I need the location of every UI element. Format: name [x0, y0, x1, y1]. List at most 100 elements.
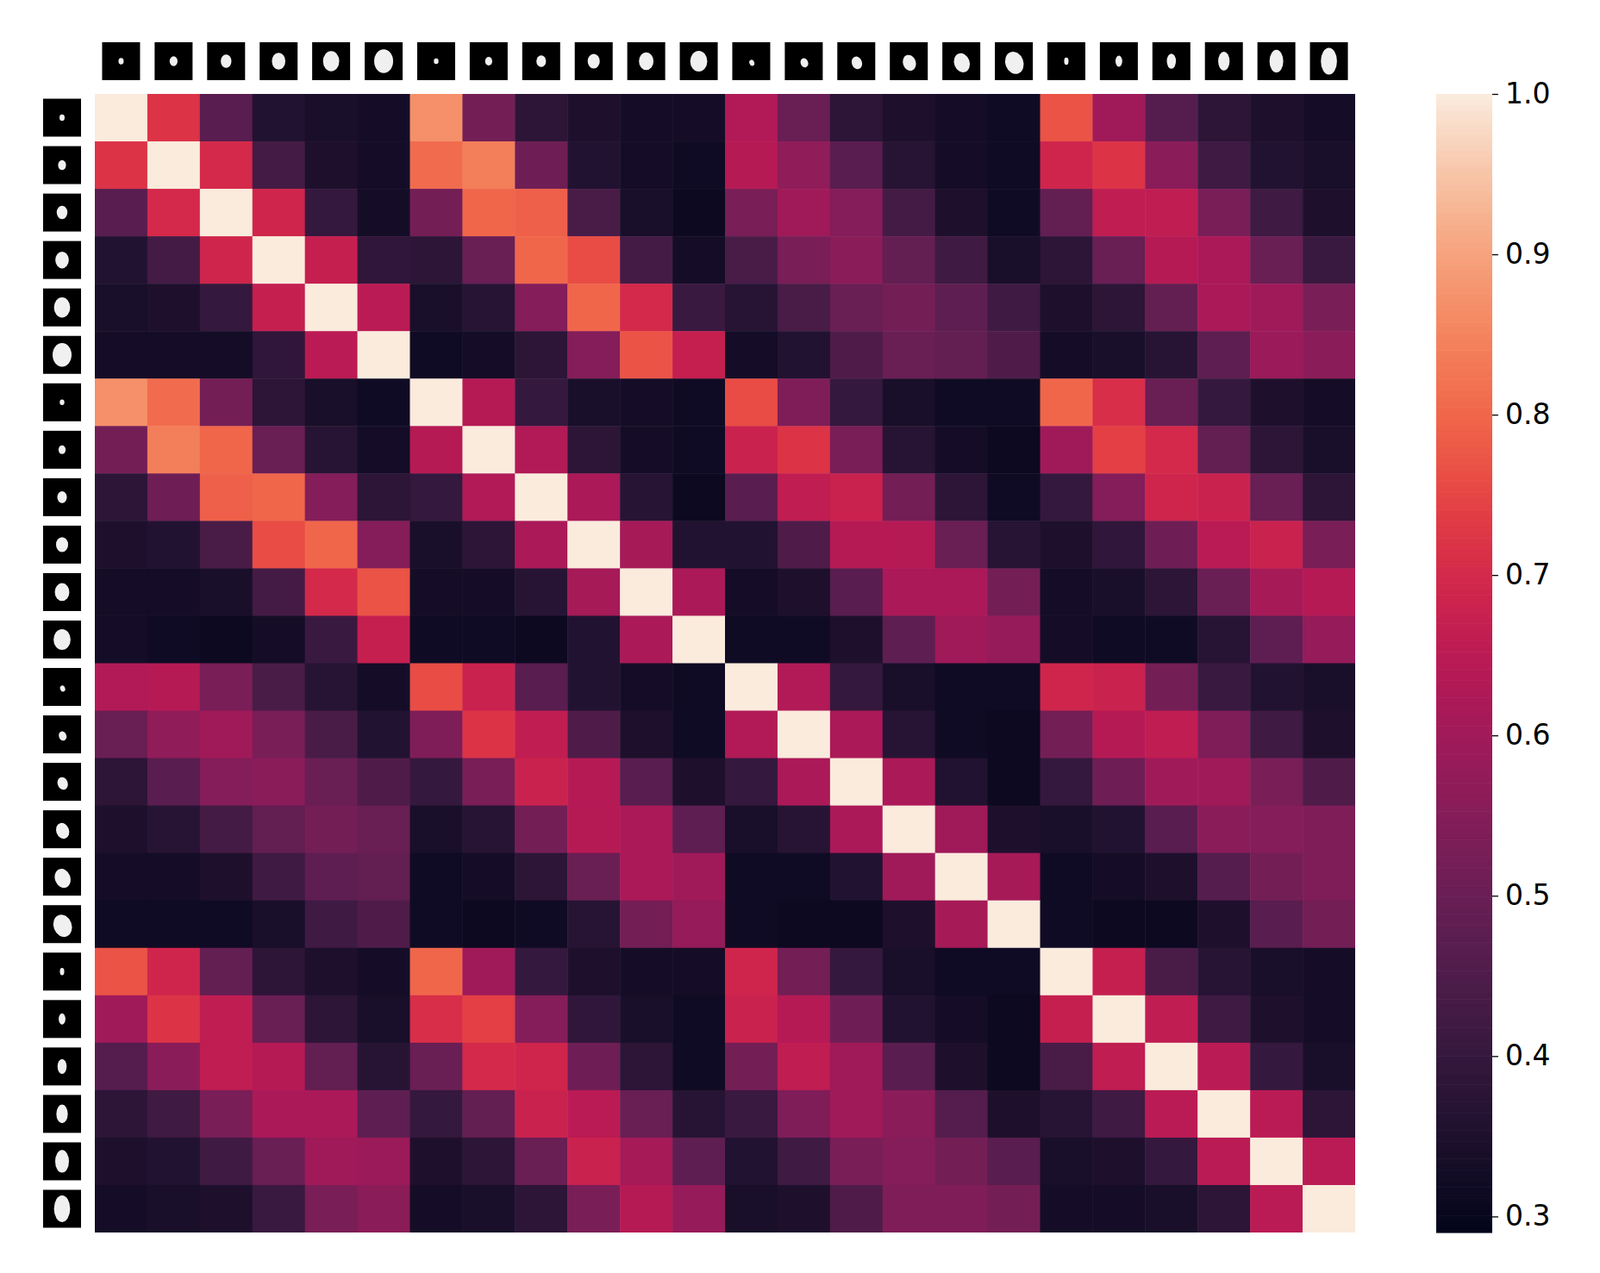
colorbar-step — [1436, 281, 1493, 288]
cell — [252, 900, 306, 950]
thumbnail-shape — [55, 583, 70, 602]
thumbnail — [889, 42, 928, 81]
cell — [1250, 425, 1303, 475]
colorbar-step — [1436, 555, 1493, 562]
thumbnail-frame — [43, 620, 82, 659]
cell — [1250, 378, 1303, 427]
cell — [357, 1090, 411, 1139]
colorbar-step — [1436, 1112, 1493, 1119]
thumbnail-frame — [575, 42, 613, 81]
colorbar-step — [1436, 395, 1493, 402]
cell — [882, 663, 936, 713]
colorbar-step — [1436, 1141, 1493, 1148]
cell — [777, 473, 831, 522]
cell — [514, 615, 568, 664]
cell — [1040, 1185, 1094, 1233]
thumbnail — [1205, 42, 1244, 81]
cell — [567, 1185, 620, 1233]
colorbar-step — [1436, 891, 1493, 898]
thumbnail-frame — [43, 1047, 82, 1086]
tick-label: 0.9 — [1505, 237, 1550, 271]
cell — [935, 711, 988, 760]
cell — [357, 188, 411, 238]
cell — [725, 711, 778, 760]
cell — [1302, 141, 1356, 190]
thumbnail-frame — [43, 1189, 82, 1228]
cell — [882, 283, 936, 332]
cell — [935, 615, 988, 664]
cell — [567, 378, 620, 427]
cell — [252, 615, 306, 664]
cell — [1040, 758, 1094, 807]
cell — [1250, 568, 1303, 617]
cell — [305, 806, 358, 855]
cell — [147, 141, 200, 190]
colorbar-step — [1436, 105, 1493, 112]
cell — [567, 948, 620, 997]
cell — [1302, 948, 1356, 997]
cell — [935, 283, 988, 332]
cell — [252, 425, 306, 475]
cell — [1197, 141, 1250, 190]
colorbar-step — [1436, 942, 1493, 949]
colorbar-step — [1436, 441, 1493, 448]
thumbnail-frame — [43, 715, 82, 754]
cell — [830, 141, 883, 190]
cell — [725, 853, 778, 902]
colorbar-step — [1436, 793, 1493, 800]
cell — [252, 853, 306, 902]
colorbar-step — [1436, 651, 1493, 658]
colorbar-step — [1436, 338, 1493, 345]
thumbnail — [1100, 42, 1138, 81]
cell — [1092, 758, 1145, 807]
cell — [777, 378, 831, 427]
cell — [882, 758, 936, 807]
thumbnail-frame — [43, 193, 82, 232]
cell — [1040, 853, 1094, 902]
cell — [514, 473, 568, 522]
colorbar-step — [1436, 1215, 1493, 1222]
thumbnail-shape — [748, 59, 756, 68]
cell — [882, 948, 936, 997]
thumbnail-frame — [680, 42, 719, 81]
cell — [672, 1090, 725, 1139]
thumbnail-frame — [43, 431, 82, 469]
thumbnail-shape — [59, 114, 65, 122]
cell — [725, 473, 778, 522]
cell — [567, 615, 620, 664]
cell — [514, 378, 568, 427]
cell — [200, 758, 253, 807]
thumbnail-frame — [1310, 42, 1349, 81]
thumbnail-frame — [1257, 42, 1296, 81]
cell — [882, 425, 936, 475]
thumbnail — [43, 146, 82, 185]
thumbnail-shape — [56, 537, 69, 552]
colorbar-step — [1436, 1221, 1493, 1228]
cell — [410, 615, 463, 664]
cell — [1144, 378, 1198, 427]
cell — [1092, 663, 1145, 713]
cell — [147, 615, 200, 664]
cell — [514, 93, 568, 143]
cell — [514, 806, 568, 855]
thumbnail-frame — [417, 42, 456, 81]
colorbar-step — [1436, 680, 1493, 687]
colorbar-step — [1436, 213, 1493, 220]
cell — [305, 711, 358, 760]
thumbnail — [522, 42, 561, 81]
cell — [672, 711, 725, 760]
thumbnail-frame — [43, 857, 82, 896]
cell — [462, 520, 515, 569]
cell — [94, 1137, 148, 1187]
colorbar-step — [1436, 589, 1493, 596]
colorbar-step — [1436, 1130, 1493, 1137]
cell — [410, 141, 463, 190]
cell — [935, 663, 988, 713]
cell — [94, 806, 148, 855]
colorbar-step — [1436, 133, 1493, 140]
cell — [1092, 283, 1145, 332]
cell — [777, 1090, 831, 1139]
cell — [830, 853, 883, 902]
thumbnail-shape — [54, 821, 72, 842]
cell — [1302, 93, 1356, 143]
